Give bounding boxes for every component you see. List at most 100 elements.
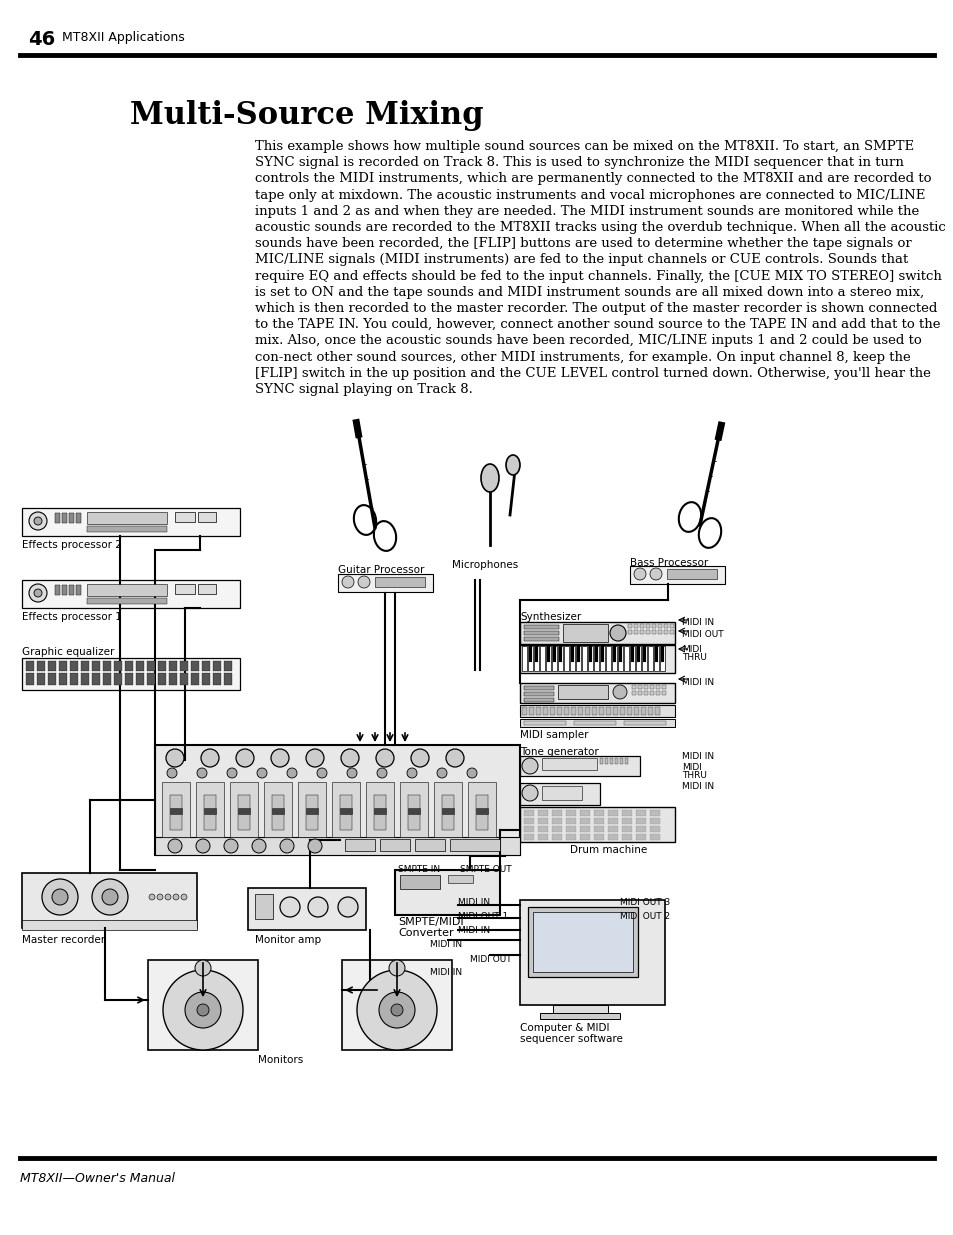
Bar (195, 782, 224, 837)
Bar (542, 706, 547, 715)
Bar (553, 646, 556, 662)
Circle shape (42, 879, 78, 915)
Bar (534, 646, 538, 671)
Bar (180, 661, 188, 671)
Bar (661, 692, 665, 695)
Circle shape (649, 568, 661, 580)
Bar (103, 673, 111, 685)
Bar (609, 758, 613, 764)
Bar (180, 673, 188, 685)
Bar (639, 624, 643, 629)
Bar (81, 661, 89, 671)
Bar (519, 622, 675, 643)
Bar (629, 646, 635, 671)
Circle shape (34, 517, 42, 525)
Text: Bass Processor: Bass Processor (629, 558, 707, 568)
Bar (636, 810, 645, 816)
Bar (441, 795, 454, 830)
Bar (337, 574, 433, 592)
Circle shape (376, 768, 387, 778)
Ellipse shape (480, 464, 498, 492)
Bar (125, 661, 132, 671)
Text: Master recorder: Master recorder (22, 935, 105, 945)
Bar (565, 834, 576, 840)
Bar (519, 900, 664, 1005)
Bar (415, 839, 444, 851)
Text: MIDI IN: MIDI IN (457, 926, 490, 935)
Bar (550, 706, 555, 715)
Bar (62, 585, 67, 595)
Bar (600, 646, 603, 662)
Circle shape (634, 568, 645, 580)
Bar (636, 826, 645, 832)
Bar (103, 661, 111, 671)
Bar (521, 706, 526, 715)
Bar (448, 876, 473, 883)
Bar (558, 685, 607, 699)
Bar (213, 673, 221, 685)
Circle shape (521, 785, 537, 802)
Bar (224, 661, 232, 671)
Bar (565, 810, 576, 816)
Bar (663, 630, 667, 634)
Bar (565, 818, 576, 824)
Circle shape (407, 768, 416, 778)
Bar (627, 630, 631, 634)
Circle shape (521, 758, 537, 774)
Bar (523, 810, 534, 816)
Circle shape (378, 992, 415, 1028)
Bar (519, 806, 675, 842)
Bar (237, 808, 250, 814)
Bar (202, 673, 210, 685)
Bar (537, 810, 547, 816)
Bar (69, 585, 74, 595)
Circle shape (235, 748, 253, 767)
Bar (272, 808, 284, 814)
Bar (169, 673, 177, 685)
Bar (519, 705, 675, 718)
Circle shape (337, 897, 357, 918)
Bar (630, 646, 634, 662)
Bar (607, 818, 618, 824)
Circle shape (227, 768, 236, 778)
Bar (408, 808, 419, 814)
Bar (539, 1013, 619, 1019)
Text: Synthesizer: Synthesizer (519, 613, 580, 622)
Bar (638, 685, 641, 689)
Bar (374, 808, 386, 814)
Bar (666, 569, 717, 579)
Bar (629, 566, 724, 584)
Bar (529, 706, 534, 715)
Bar (26, 661, 34, 671)
Bar (523, 685, 554, 690)
Circle shape (316, 768, 327, 778)
Circle shape (163, 969, 243, 1050)
Text: MIDI IN: MIDI IN (681, 782, 714, 790)
Circle shape (308, 839, 322, 853)
Circle shape (391, 1004, 402, 1016)
Circle shape (357, 576, 370, 588)
Bar (598, 706, 603, 715)
Circle shape (172, 894, 179, 900)
Bar (55, 513, 60, 522)
Bar (669, 630, 673, 634)
Circle shape (149, 894, 154, 900)
Bar (658, 630, 661, 634)
Bar (81, 673, 89, 685)
Ellipse shape (505, 454, 519, 475)
Bar (529, 646, 532, 662)
Bar (537, 834, 547, 840)
Bar (631, 692, 636, 695)
Bar (341, 960, 452, 1050)
Bar (519, 683, 675, 703)
Bar (643, 685, 647, 689)
Bar (655, 706, 659, 715)
Bar (332, 782, 359, 837)
Bar (613, 706, 618, 715)
Bar (272, 795, 284, 830)
Circle shape (166, 748, 184, 767)
Circle shape (168, 839, 182, 853)
Circle shape (157, 894, 163, 900)
Bar (645, 630, 649, 634)
Bar (154, 837, 519, 855)
